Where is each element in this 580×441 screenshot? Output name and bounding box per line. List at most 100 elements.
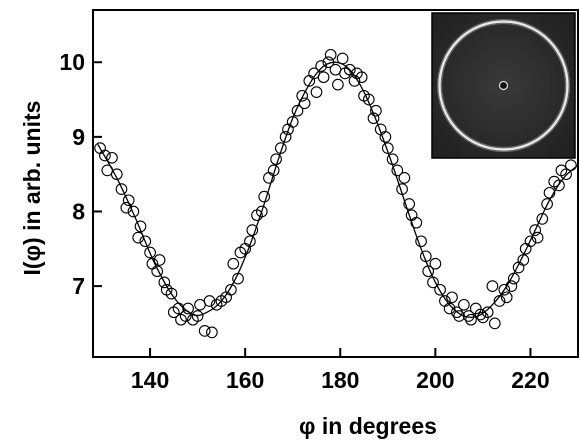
plot-frame bbox=[92, 9, 579, 358]
data-point bbox=[206, 326, 218, 339]
data-point bbox=[429, 257, 442, 270]
x-tick-label: 140 bbox=[131, 367, 169, 393]
data-point bbox=[391, 164, 404, 177]
data-point bbox=[198, 325, 211, 337]
data-point bbox=[531, 231, 544, 244]
data-point bbox=[396, 183, 408, 195]
data-point bbox=[348, 75, 361, 87]
data-point bbox=[315, 60, 328, 72]
x-tick-label: 200 bbox=[416, 367, 454, 393]
y-axis-label: I(φ) in arb. units bbox=[19, 101, 45, 276]
data-point bbox=[505, 280, 518, 292]
data-point bbox=[498, 283, 511, 296]
data-point bbox=[443, 302, 456, 315]
data-point bbox=[524, 235, 537, 248]
data-point bbox=[446, 291, 458, 304]
x-axis-ticks: 140 160 180 200 220 bbox=[131, 348, 550, 393]
data-point bbox=[488, 317, 501, 330]
data-point bbox=[469, 302, 482, 315]
data-point bbox=[367, 112, 380, 125]
data-point bbox=[541, 198, 553, 210]
data-point bbox=[172, 302, 185, 315]
data-point bbox=[182, 302, 194, 315]
data-point bbox=[270, 153, 282, 166]
x-axis-label: φ in degrees bbox=[299, 413, 437, 439]
data-point bbox=[415, 235, 427, 248]
data-point bbox=[458, 298, 470, 311]
y-tick-label: 7 bbox=[72, 273, 85, 299]
data-point bbox=[536, 213, 549, 225]
data-point bbox=[405, 209, 418, 222]
data-point bbox=[246, 224, 259, 236]
data-point bbox=[517, 254, 530, 266]
data-point bbox=[500, 291, 513, 304]
data-point bbox=[132, 231, 145, 244]
data-point bbox=[362, 93, 375, 106]
data-point bbox=[324, 48, 337, 61]
data-point bbox=[120, 201, 133, 214]
data-point bbox=[543, 186, 556, 199]
data-point bbox=[179, 310, 192, 322]
data-point bbox=[122, 194, 135, 207]
data-point bbox=[462, 310, 475, 322]
data-point bbox=[422, 265, 435, 278]
data-point bbox=[493, 295, 506, 307]
data-point bbox=[203, 295, 216, 307]
data-point bbox=[486, 280, 499, 292]
data-point bbox=[370, 104, 382, 117]
data-point bbox=[332, 78, 344, 91]
inset-ring-image bbox=[431, 12, 576, 159]
y-tick-label: 9 bbox=[72, 124, 85, 150]
y-axis-ticks: 7 8 9 10 bbox=[59, 49, 102, 299]
x-tick-label: 220 bbox=[511, 367, 549, 393]
data-point bbox=[419, 250, 432, 263]
data-point bbox=[298, 97, 311, 110]
data-point bbox=[255, 205, 268, 218]
data-point bbox=[398, 172, 411, 184]
data-point bbox=[267, 164, 280, 177]
y-tick-label: 8 bbox=[72, 198, 85, 224]
data-point bbox=[555, 164, 568, 177]
data-point bbox=[296, 89, 309, 102]
data-point bbox=[403, 198, 416, 210]
data-point bbox=[274, 142, 287, 154]
data-point bbox=[343, 63, 356, 76]
data-point bbox=[410, 216, 423, 229]
x-tick-label: 160 bbox=[226, 367, 264, 393]
data-point bbox=[310, 86, 323, 98]
data-point bbox=[465, 313, 477, 326]
data-point bbox=[434, 283, 446, 296]
data-point bbox=[322, 56, 335, 69]
data-point bbox=[227, 257, 240, 270]
data-point bbox=[386, 153, 399, 166]
x-tick-label: 180 bbox=[321, 367, 359, 393]
data-point bbox=[336, 52, 349, 65]
data-point bbox=[134, 220, 147, 233]
data-point bbox=[317, 71, 330, 84]
data-point bbox=[553, 179, 565, 192]
data-point bbox=[565, 159, 577, 172]
fit-curve bbox=[97, 61, 579, 318]
data-point bbox=[279, 131, 292, 143]
data-point bbox=[529, 224, 542, 236]
data-point bbox=[560, 168, 572, 181]
data-point bbox=[151, 265, 164, 278]
data-point bbox=[291, 104, 304, 117]
data-point bbox=[127, 205, 140, 218]
data-point bbox=[144, 246, 156, 259]
data-point bbox=[191, 310, 204, 322]
data-point bbox=[381, 142, 394, 154]
data-point bbox=[106, 151, 118, 164]
data-point bbox=[165, 287, 178, 300]
data-points bbox=[94, 48, 577, 339]
data-point bbox=[175, 313, 187, 326]
data-point bbox=[474, 308, 487, 321]
data-point bbox=[379, 131, 392, 143]
data-point bbox=[99, 149, 111, 162]
data-point bbox=[244, 235, 256, 248]
data-point bbox=[115, 183, 128, 195]
data-point bbox=[258, 190, 271, 203]
data-point bbox=[286, 116, 299, 128]
data-point bbox=[139, 235, 152, 248]
